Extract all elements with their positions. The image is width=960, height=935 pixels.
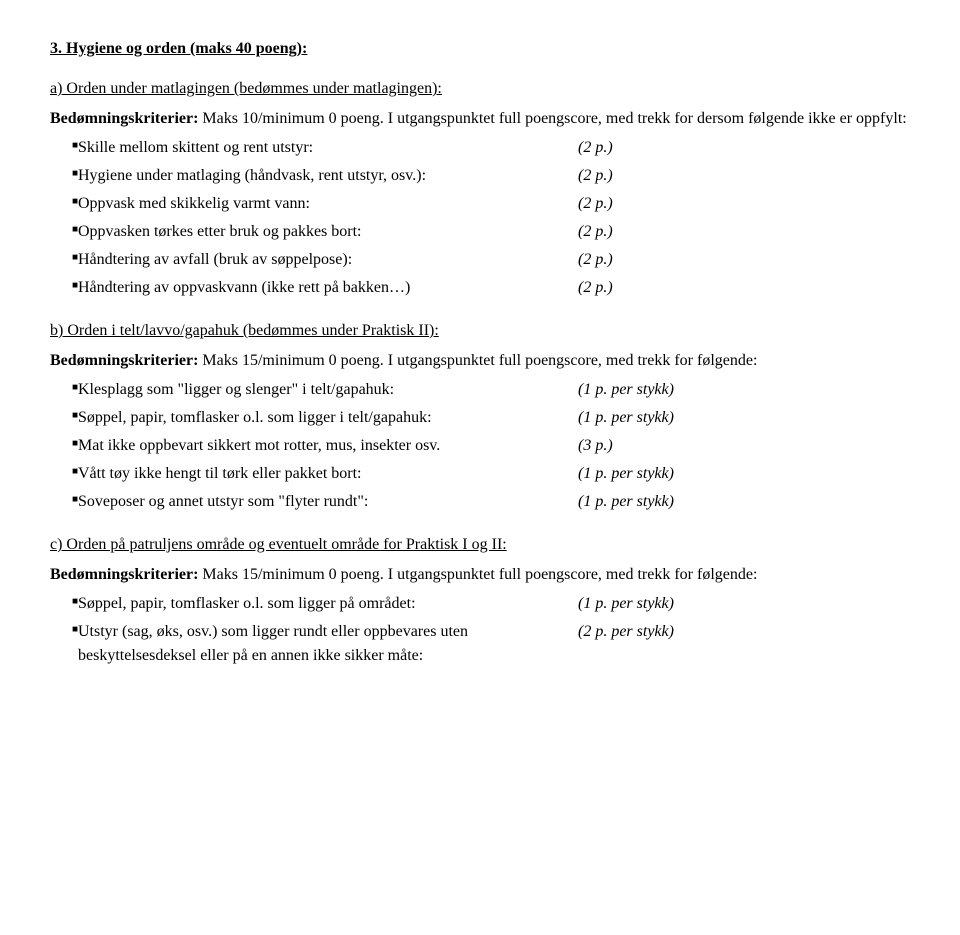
item-label: Hygiene under matlaging (håndvask, rent … [78, 164, 578, 188]
item-points: (2 p.) [578, 220, 738, 244]
item-label: Vått tøy ikke hengt til tørk eller pakke… [78, 462, 578, 486]
list-b: ■Klesplagg som "ligger og slenger" i tel… [50, 378, 910, 514]
list-item: ■Oppvask med skikkelig varmt vann:(2 p.) [50, 192, 910, 216]
item-label: Søppel, papir, tomflasker o.l. som ligge… [78, 592, 578, 616]
bullet-icon: ■ [50, 378, 78, 397]
item-label: Søppel, papir, tomflasker o.l. som ligge… [78, 406, 578, 430]
bullet-icon: ■ [50, 192, 78, 211]
list-item: ■Oppvasken tørkes etter bruk og pakkes b… [50, 220, 910, 244]
subsection-b-heading: b) Orden i telt/lavvo/gapahuk (bedømmes … [50, 322, 910, 340]
list-item: ■Klesplagg som "ligger og slenger" i tel… [50, 378, 910, 402]
item-points: (3 p.) [578, 434, 738, 458]
list-a: ■Skille mellom skittent og rent utstyr:(… [50, 136, 910, 300]
list-item: ■Søppel, papir, tomflasker o.l. som ligg… [50, 406, 910, 430]
item-label: Oppvask med skikkelig varmt vann: [78, 192, 578, 216]
list-item: ■Skille mellom skittent og rent utstyr:(… [50, 136, 910, 160]
bullet-icon: ■ [50, 164, 78, 183]
list-item: ■Søppel, papir, tomflasker o.l. som ligg… [50, 592, 910, 616]
bullet-icon: ■ [50, 248, 78, 267]
item-points: (2 p.) [578, 136, 738, 160]
bullet-icon: ■ [50, 592, 78, 611]
bullet-icon: ■ [50, 490, 78, 509]
bullet-icon: ■ [50, 406, 78, 425]
subsection-c-heading: c) Orden på patruljens område og eventue… [50, 536, 910, 554]
item-label: Klesplagg som "ligger og slenger" i telt… [78, 378, 578, 402]
criteria-b-text: Maks 15/minimum 0 poeng. I utgangspunkte… [198, 352, 757, 369]
item-points: (1 p. per stykk) [578, 378, 738, 402]
criteria-a-text: Maks 10/minimum 0 poeng. I utgangspunkte… [198, 110, 906, 127]
list-item: ■Utstyr (sag, øks, osv.) som ligger rund… [50, 620, 910, 668]
item-points: (2 p. per stykk) [578, 620, 738, 644]
list-item: ■Hygiene under matlaging (håndvask, rent… [50, 164, 910, 188]
section-heading: 3. Hygiene og orden (maks 40 poeng): [50, 40, 910, 58]
item-points: (1 p. per stykk) [578, 406, 738, 430]
list-item: ■Håndtering av oppvaskvann (ikke rett på… [50, 276, 910, 300]
item-points: (2 p.) [578, 248, 738, 272]
item-points: (2 p.) [578, 276, 738, 300]
bullet-icon: ■ [50, 462, 78, 481]
bullet-icon: ■ [50, 620, 78, 639]
bullet-icon: ■ [50, 136, 78, 155]
criteria-c: Bedømningskriterier: Maks 15/minimum 0 p… [50, 566, 910, 584]
list-item: ■Håndtering av avfall (bruk av søppelpos… [50, 248, 910, 272]
item-label: Oppvasken tørkes etter bruk og pakkes bo… [78, 220, 578, 244]
criteria-a: Bedømningskriterier: Maks 10/minimum 0 p… [50, 110, 910, 128]
criteria-b: Bedømningskriterier: Maks 15/minimum 0 p… [50, 352, 910, 370]
bullet-icon: ■ [50, 276, 78, 295]
list-item: ■Vått tøy ikke hengt til tørk eller pakk… [50, 462, 910, 486]
bullet-icon: ■ [50, 434, 78, 453]
criteria-c-prefix: Bedømningskriterier: [50, 566, 198, 583]
item-label: Håndtering av avfall (bruk av søppelpose… [78, 248, 578, 272]
list-c: ■Søppel, papir, tomflasker o.l. som ligg… [50, 592, 910, 668]
item-points: (2 p.) [578, 192, 738, 216]
item-label: Skille mellom skittent og rent utstyr: [78, 136, 578, 160]
item-points: (1 p. per stykk) [578, 462, 738, 486]
item-points: (2 p.) [578, 164, 738, 188]
list-item: ■Mat ikke oppbevart sikkert mot rotter, … [50, 434, 910, 458]
item-label: Mat ikke oppbevart sikkert mot rotter, m… [78, 434, 578, 458]
criteria-b-prefix: Bedømningskriterier: [50, 352, 198, 369]
criteria-a-prefix: Bedømningskriterier: [50, 110, 198, 127]
item-label: Håndtering av oppvaskvann (ikke rett på … [78, 276, 578, 300]
item-label: Utstyr (sag, øks, osv.) som ligger rundt… [78, 620, 578, 668]
list-item: ■Soveposer og annet utstyr som "flyter r… [50, 490, 910, 514]
item-points: (1 p. per stykk) [578, 490, 738, 514]
item-points: (1 p. per stykk) [578, 592, 738, 616]
bullet-icon: ■ [50, 220, 78, 239]
item-label: Soveposer og annet utstyr som "flyter ru… [78, 490, 578, 514]
subsection-a-heading: a) Orden under matlagingen (bedømmes und… [50, 80, 910, 98]
criteria-c-text: Maks 15/minimum 0 poeng. I utgangspunkte… [198, 566, 757, 583]
